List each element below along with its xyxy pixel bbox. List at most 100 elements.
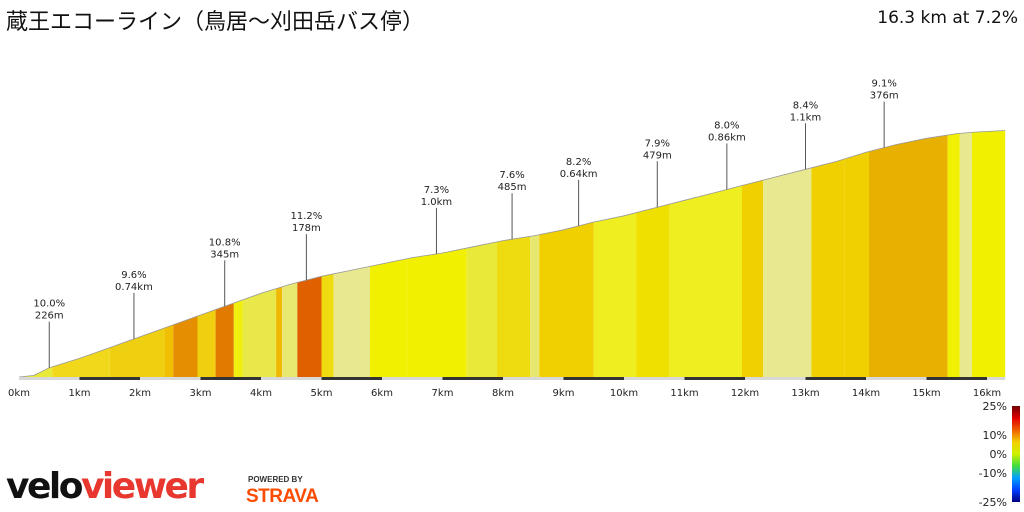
profile-segment [530, 234, 540, 377]
km-bar [19, 377, 80, 380]
km-bar [442, 377, 503, 380]
annotation-length: 479m [643, 150, 672, 161]
profile-segment [369, 258, 407, 377]
climb-annotation: 7.3%1.0km [421, 185, 452, 254]
km-bar [563, 377, 624, 380]
legend-gradient-bar [1012, 406, 1020, 502]
km-bar [684, 377, 745, 380]
annotation-length: 1.0km [421, 197, 452, 208]
annotation-length: 345m [210, 249, 239, 260]
x-tick-label: 6km [371, 388, 393, 399]
profile-segment [763, 167, 812, 377]
km-bar [805, 377, 866, 380]
annotation-grade: 7.9% [645, 138, 670, 149]
x-tick-label: 2km [129, 388, 151, 399]
profile-segment [959, 132, 972, 377]
annotation-length: 0.86km [708, 132, 746, 143]
profile-segment [333, 266, 370, 377]
km-bar [987, 377, 1006, 380]
x-tick-label: 3km [190, 388, 212, 399]
grade-legend: 25% 10% 0% -10% -25% [979, 400, 1020, 509]
annotation-grade: 7.3% [424, 185, 449, 196]
climb-annotation: 7.6%485m [498, 170, 527, 240]
climb-annotation: 10.8%345m [209, 237, 241, 307]
profile-segment [19, 366, 53, 377]
x-tick-label: 16km [973, 388, 1001, 399]
x-tick-label: 1km [69, 388, 91, 399]
x-tick-label: 13km [791, 388, 819, 399]
annotation-grade: 7.6% [499, 170, 524, 181]
profile-segment [466, 241, 497, 377]
profile-segment [197, 309, 216, 377]
km-bar [745, 377, 806, 380]
profile-segment [971, 130, 1006, 377]
profile-segment [497, 236, 531, 377]
annotation-length: 178m [292, 223, 321, 234]
annotation-grade: 10.8% [209, 237, 241, 248]
profile-segment [811, 158, 845, 377]
profile-segment [947, 133, 960, 377]
legend-label: -10% [979, 467, 1007, 480]
profile-segment [406, 248, 467, 377]
profile-segment [282, 282, 298, 377]
profile-segment [215, 303, 234, 377]
svg-text:veloviewer: veloviewer [6, 466, 204, 507]
annotation-grade: 8.4% [793, 100, 818, 111]
annotation-grade: 11.2% [290, 211, 322, 222]
annotation-grade: 8.0% [714, 120, 739, 131]
km-bar [382, 377, 443, 380]
annotation-grade: 9.6% [121, 270, 146, 281]
x-tick-label: 12km [731, 388, 759, 399]
profile-segment [297, 276, 322, 377]
x-tick-label: 11km [670, 388, 698, 399]
x-tick-label: 8km [492, 388, 514, 399]
legend-label: 25% [983, 400, 1007, 413]
km-bar [624, 377, 685, 380]
x-tick-label: 10km [610, 388, 638, 399]
strava-text: STRAVA [246, 486, 319, 507]
climb-annotation: 7.9%479m [643, 138, 672, 208]
profile-segment [742, 180, 764, 377]
climb-annotation: 8.2%0.64km [560, 157, 598, 226]
logo-viewer-text: viewer [81, 466, 204, 507]
legend-label: -25% [979, 496, 1007, 509]
x-tick-label: 15km [912, 388, 940, 399]
x-tick-label: 9km [553, 388, 575, 399]
profile-segment [233, 299, 243, 377]
profile-segment [844, 151, 869, 377]
profile-outline [18, 130, 1006, 378]
legend-label: 10% [983, 429, 1007, 442]
km-bar [140, 377, 201, 380]
profile-segment [593, 212, 637, 377]
annotation-length: 485m [498, 182, 527, 193]
legend-label: 0% [990, 448, 1007, 461]
annotation-length: 1.1km [790, 112, 821, 123]
veloviewer-logo: veloviewer POWERED BY STRAVA [6, 466, 320, 507]
x-tick-label: 0km [8, 388, 30, 399]
climb-annotation: 10.0%226m [33, 299, 65, 368]
route-summary: 16.3 km at 7.2% [877, 8, 1018, 28]
profile-segment [52, 347, 110, 377]
climb-annotation: 9.1%376m [870, 79, 899, 148]
km-bar [503, 377, 564, 380]
annotation-length: 0.64km [560, 169, 598, 180]
profile-segment [109, 328, 165, 377]
profile-segments [19, 130, 1006, 377]
logo-velo-text: velo [6, 466, 83, 507]
profile-segment [321, 273, 334, 377]
profile-segment [669, 185, 742, 377]
km-bar [321, 377, 382, 380]
page-title: 蔵王エコーライン（鳥居〜刈田岳バス停） [6, 10, 425, 35]
profile-segment [539, 222, 594, 377]
profile-segment [164, 324, 174, 377]
km-bar [200, 377, 261, 380]
x-tick-label: 4km [250, 388, 272, 399]
x-tick-label: 7km [432, 388, 454, 399]
climb-annotation: 8.4%1.1km [790, 100, 821, 170]
x-tick-label: 5km [311, 388, 333, 399]
climb-annotation: 9.6%0.74km [115, 270, 153, 339]
x-axis: 0km 1km 2km 3km 4km 5km 6km 7km 8km 9km 10km 11km 12… [8, 377, 1006, 399]
profile-segment [276, 286, 283, 377]
climb-annotation: 11.2%178m [290, 211, 322, 281]
annotation-grade: 10.0% [33, 299, 65, 310]
